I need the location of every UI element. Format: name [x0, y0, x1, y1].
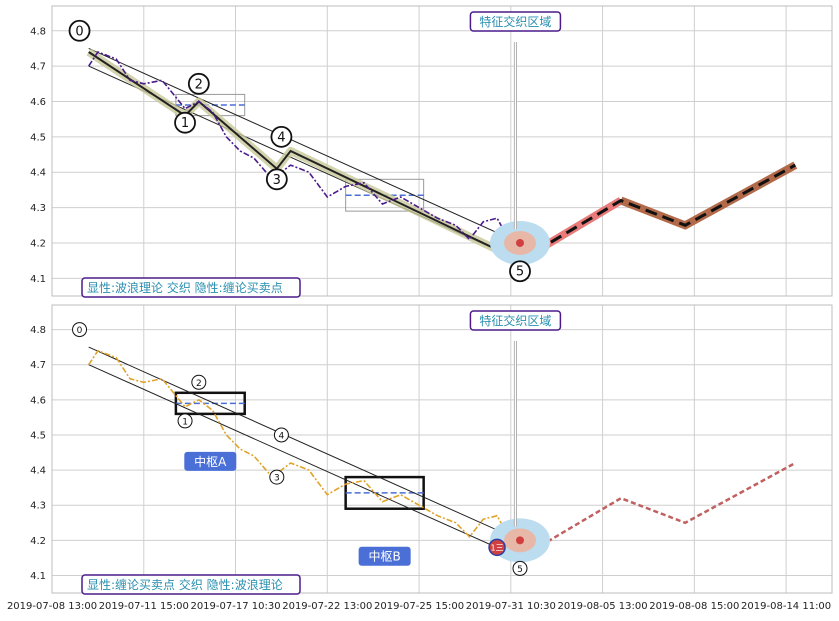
wave-label-circle: [191, 374, 207, 390]
wave-label-circle: [512, 560, 528, 576]
channel-lower-line: [88, 364, 521, 559]
intersection-point: [516, 536, 524, 545]
wave-label-circle: [269, 469, 285, 485]
top-panel: 4.1 4.2 4.3 4.4 4.5 4.6 4.7 4.8 特征交织区域 0 1 2 3 4 5 显性:波…: [30, 5, 833, 298]
projection-dashed: [519, 163, 797, 262]
price-line: [88, 51, 521, 255]
projection-dashed: [519, 461, 796, 559]
wave-label: 1: [182, 417, 188, 427]
pivot-zone-label: 中枢B: [369, 549, 401, 564]
bottom-panel: 4.1 4.2 4.3 4.4 4.5 4.6 4.7 4.8 特征交织区域 0 1 2 3 4 5 中枢A 中…: [30, 304, 833, 595]
panel-frame: [51, 5, 833, 297]
wave-label-circle: [270, 125, 293, 148]
y-tick-label: 4.4: [30, 168, 46, 179]
y-tick-label: 4.1: [30, 571, 46, 582]
wave-label: 3: [273, 173, 281, 188]
y-tick-label: 4.8: [30, 26, 46, 37]
y-tick-label: 4.3: [30, 203, 46, 214]
x-tick-label: 2019-07-31 10:30: [466, 601, 556, 612]
x-tick-label: 2019-07-11 15:00: [99, 601, 189, 612]
buy-point-marker: [488, 538, 506, 557]
callout-label: 特征交织区域: [479, 14, 551, 29]
projection-segment: [619, 161, 798, 230]
x-tick-labels: 2019-07-08 13:00 2019-07-11 15:00 2019-07-…: [7, 601, 831, 612]
pivot-zone-label-box: [358, 546, 411, 566]
wave-label: 0: [75, 24, 83, 39]
x-tick-label: 2019-08-05 13:00: [558, 601, 648, 612]
wave-label-circle: [177, 413, 193, 429]
y-tick-label: 4.8: [30, 325, 46, 336]
channel-upper-line: [88, 47, 521, 244]
y-tick-label: 4.3: [30, 501, 46, 512]
y-tick-label: 4.5: [30, 430, 46, 441]
panel-frame: [51, 304, 833, 594]
callout-box: [469, 11, 562, 32]
panel-caption-box: [81, 574, 301, 595]
wave-label-circle: [273, 427, 289, 443]
y-tick-label: 4.1: [30, 274, 46, 285]
panel-caption: 显性:缠论买卖点 交织 隐性:波浪理论: [87, 577, 283, 592]
x-tick-label: 2019-07-08 13:00: [7, 601, 97, 612]
y-tick-label: 4.4: [30, 466, 46, 477]
x-tick-label: 2019-07-25 15:00: [374, 601, 464, 612]
intersection-point: [516, 238, 524, 247]
buy-point-label: 1三: [491, 543, 504, 552]
panel-caption: 显性:波浪理论 交织 隐性:缠论买卖点: [87, 280, 283, 295]
wave-label: 5: [516, 265, 524, 280]
wave-label: 4: [277, 130, 285, 145]
wave-label-circle: [509, 260, 531, 283]
wave-label-circle: [265, 168, 288, 191]
callout-box: [469, 310, 562, 331]
price-line: [88, 349, 521, 552]
wave-label: 1: [181, 116, 189, 131]
callout-label: 特征交织区域: [479, 313, 551, 328]
y-tick-label: 4.7: [30, 62, 46, 73]
wave-label: 2: [195, 77, 203, 92]
wave-path: [88, 51, 521, 262]
y-tick-label: 4.2: [30, 238, 46, 249]
wave-label-circle: [174, 111, 196, 134]
x-tick-label: 2019-07-22 13:00: [282, 601, 372, 612]
y-tick-label: 4.6: [30, 395, 46, 406]
wave-label: 4: [279, 431, 285, 441]
x-tick-label: 2019-07-17 10:30: [190, 601, 280, 612]
panel-caption-box: [81, 277, 301, 298]
wave-label-circle: [72, 322, 88, 338]
wave-label-circle: [68, 19, 91, 42]
wave-label: 5: [517, 565, 523, 575]
y-tick-label: 4.5: [30, 132, 46, 143]
y-tick-label: 4.6: [30, 97, 46, 108]
x-tick-label: 2019-08-08 15:00: [649, 601, 739, 612]
y-tick-label: 4.2: [30, 536, 46, 547]
y-tick-label: 4.7: [30, 360, 46, 371]
channel-upper-line: [88, 346, 521, 541]
wave-label: 2: [196, 379, 202, 389]
pivot-zone-label-box: [184, 451, 237, 471]
wave-label: 3: [274, 474, 280, 484]
pivot-zone-label: 中枢A: [194, 454, 227, 469]
wave-label-circle: [187, 72, 210, 95]
wave-label: 0: [77, 326, 83, 336]
x-tick-label: 2019-08-14 11:00: [741, 601, 831, 612]
